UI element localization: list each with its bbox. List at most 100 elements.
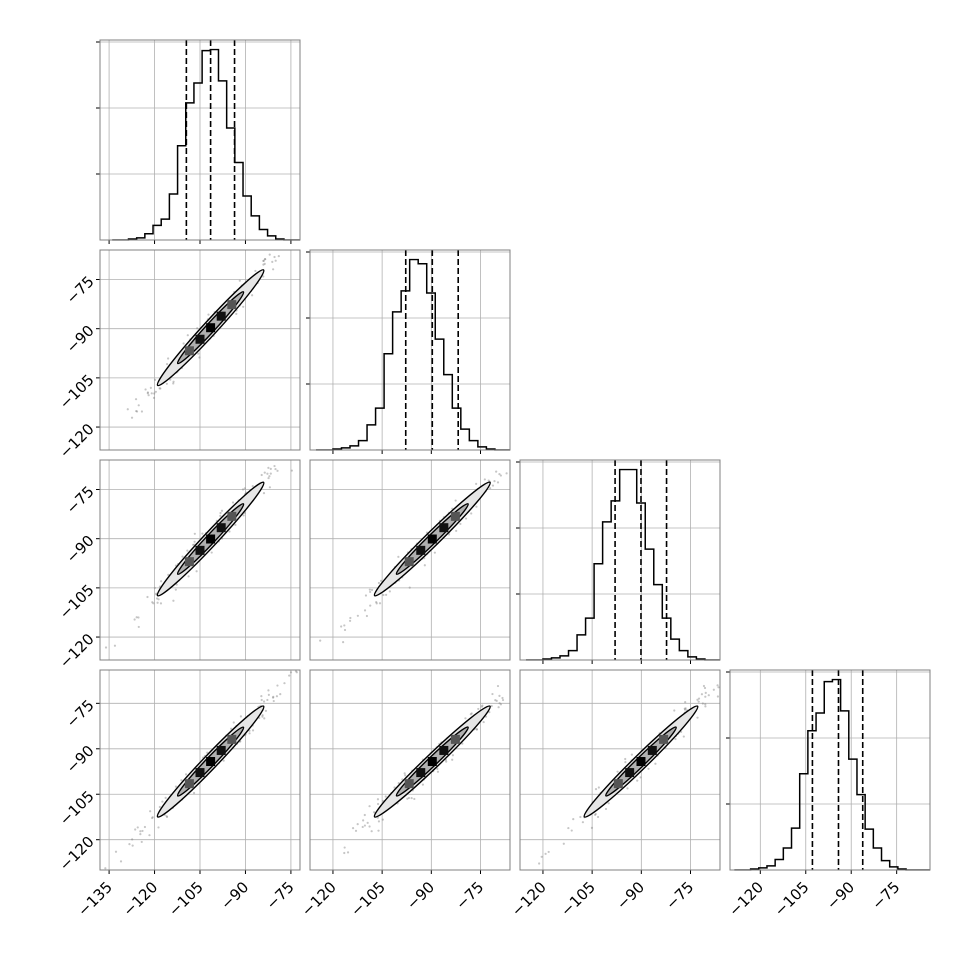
scatter-panel-3-1 bbox=[96, 459, 301, 661]
scatter-point bbox=[365, 614, 369, 618]
scatter-point bbox=[275, 695, 279, 698]
scatter-point bbox=[594, 812, 597, 816]
scatter-point bbox=[266, 472, 269, 475]
scatter-point bbox=[153, 586, 156, 590]
scatter-point bbox=[581, 821, 585, 824]
scatter-point bbox=[126, 408, 129, 411]
scatter-point bbox=[146, 392, 149, 395]
scatter-point bbox=[159, 602, 163, 605]
scatter-point bbox=[707, 694, 710, 697]
histogram-step bbox=[112, 50, 300, 240]
scatter-point bbox=[146, 391, 149, 394]
density-cell bbox=[206, 323, 216, 333]
scatter-point bbox=[271, 260, 274, 264]
scatter-point bbox=[267, 476, 270, 480]
x-tick-label: −90 bbox=[217, 878, 252, 913]
scatter-point bbox=[497, 706, 500, 709]
scatter-point bbox=[283, 682, 286, 685]
scatter-point bbox=[461, 742, 464, 745]
scatter-point bbox=[459, 522, 462, 526]
x-tick-label: −90 bbox=[823, 878, 858, 913]
x-tick-label: −120 bbox=[298, 878, 340, 920]
scatter-point bbox=[346, 851, 350, 854]
scatter-point bbox=[704, 705, 707, 708]
scatter-point bbox=[104, 867, 107, 870]
density-cell bbox=[216, 745, 226, 755]
scatter-point bbox=[231, 501, 235, 504]
scatter-point bbox=[366, 821, 369, 824]
scatter-point bbox=[477, 707, 480, 711]
scatter-point bbox=[140, 840, 143, 844]
scatter-point bbox=[243, 487, 246, 490]
scatter-point bbox=[495, 470, 498, 473]
scatter-point bbox=[674, 737, 677, 741]
y-tick-label: −105 bbox=[56, 787, 98, 829]
scatter-point bbox=[626, 787, 629, 790]
scatter-point bbox=[572, 818, 575, 821]
density-cell bbox=[427, 534, 437, 544]
scatter-point bbox=[607, 802, 610, 805]
scatter-point bbox=[206, 751, 209, 754]
scatter-point bbox=[684, 700, 687, 704]
scatter-point bbox=[343, 846, 346, 849]
scatter-point bbox=[153, 392, 156, 395]
scatter-point bbox=[704, 703, 707, 706]
scatter-point bbox=[242, 514, 245, 517]
scatter-point bbox=[388, 590, 391, 593]
scatter-point bbox=[361, 825, 364, 829]
scatter-point bbox=[596, 815, 600, 819]
scatter-point bbox=[423, 564, 426, 567]
scatter-point bbox=[363, 609, 367, 612]
scatter-point bbox=[376, 798, 380, 801]
scatter-point bbox=[413, 797, 416, 801]
density-cell bbox=[439, 523, 449, 533]
scatter-point bbox=[269, 467, 272, 471]
hist-panel-4 bbox=[726, 669, 931, 874]
scatter-point bbox=[135, 616, 138, 619]
scatter-point bbox=[164, 796, 167, 799]
scatter-point bbox=[544, 852, 547, 855]
panel-frame bbox=[309, 669, 511, 871]
scatter-point bbox=[134, 398, 138, 401]
scatter-point bbox=[207, 313, 210, 316]
density-cell bbox=[439, 745, 449, 755]
scatter-point bbox=[263, 717, 266, 720]
scatter-point bbox=[137, 404, 140, 407]
y-tick-label: −105 bbox=[56, 581, 98, 623]
scatter-point bbox=[161, 800, 164, 803]
y-tick-label: −75 bbox=[63, 272, 98, 307]
scatter-point bbox=[150, 392, 153, 395]
scatter-point bbox=[174, 588, 177, 591]
scatter-point bbox=[147, 394, 150, 397]
scatter-point bbox=[673, 709, 676, 712]
scatter-point bbox=[260, 695, 263, 698]
scatter-point bbox=[272, 268, 275, 271]
scatter-point bbox=[594, 788, 598, 791]
scatter-point bbox=[235, 312, 238, 315]
panel-frame bbox=[729, 669, 931, 871]
scatter-point bbox=[272, 699, 275, 703]
scatter-point bbox=[499, 474, 503, 477]
scatter-point bbox=[289, 671, 293, 674]
scatter-point bbox=[184, 773, 188, 776]
scatter-point bbox=[447, 533, 451, 536]
scatter-point bbox=[410, 796, 413, 800]
x-tick-label: −105 bbox=[771, 878, 813, 920]
scatter-point bbox=[192, 791, 196, 795]
scatter-point bbox=[475, 482, 478, 485]
scatter-point bbox=[436, 770, 440, 773]
scatter-point bbox=[604, 807, 608, 811]
scatter-point bbox=[114, 850, 118, 853]
y-tick-label: −90 bbox=[63, 322, 98, 357]
scatter-point bbox=[294, 670, 298, 673]
x-tick-label: −135 bbox=[74, 878, 116, 920]
scatter-point bbox=[375, 600, 378, 604]
scatter-point bbox=[260, 473, 263, 477]
scatter-point bbox=[149, 810, 152, 813]
scatter-point bbox=[119, 860, 123, 863]
scatter-point bbox=[408, 586, 411, 589]
density-cell bbox=[216, 311, 226, 321]
scatter-point bbox=[232, 721, 235, 724]
scatter-point bbox=[155, 597, 159, 600]
scatter-point bbox=[491, 692, 494, 696]
